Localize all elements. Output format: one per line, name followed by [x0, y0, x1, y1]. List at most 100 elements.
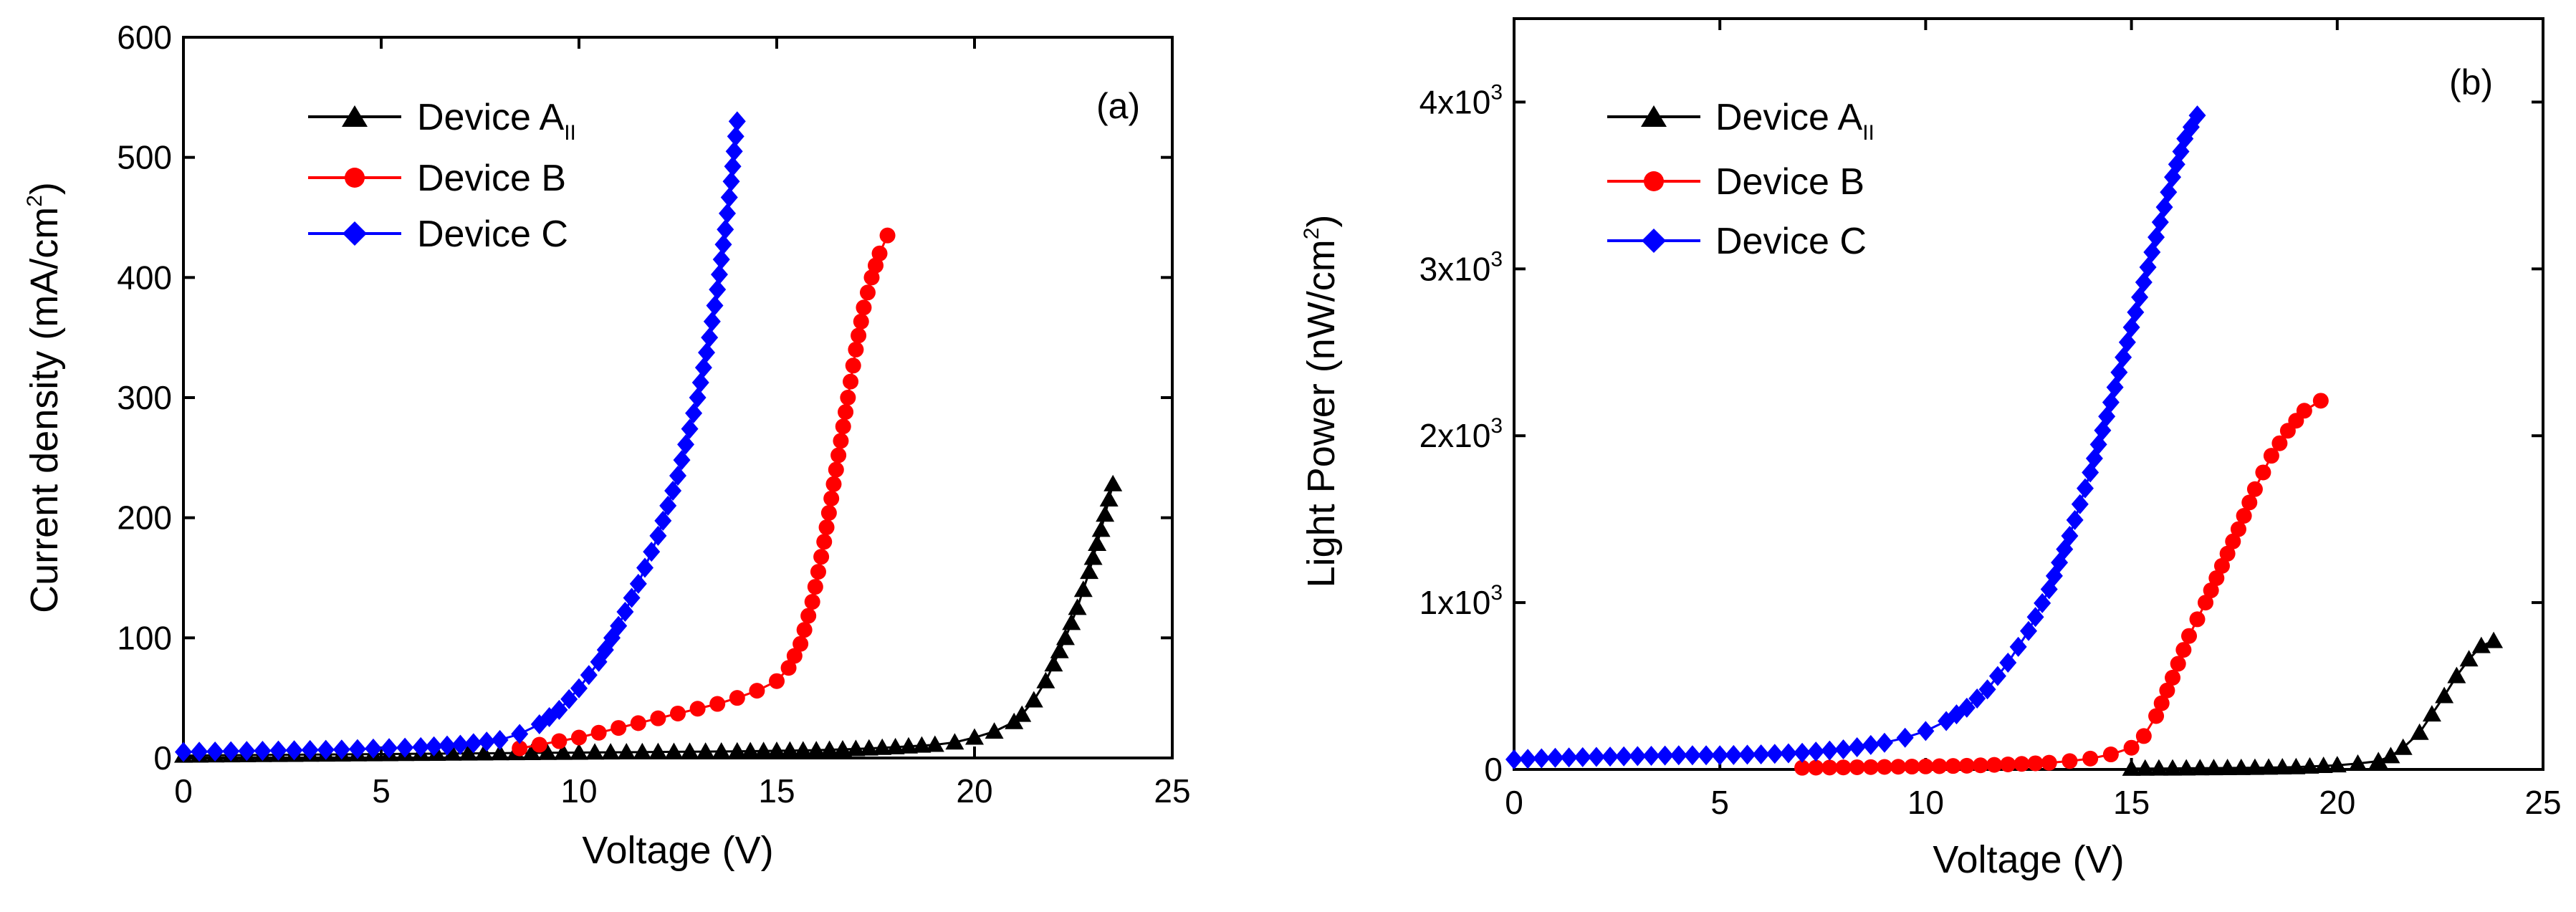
data-point-b-1	[2236, 508, 2252, 524]
data-point-a-0	[1073, 580, 1093, 597]
legend-marker-b-1	[1644, 171, 1664, 191]
data-point-b-2	[1629, 746, 1647, 767]
data-point-a-1	[830, 447, 847, 464]
data-point-b-1	[1808, 759, 1824, 776]
data-point-b-2	[1533, 748, 1551, 769]
x-tick-label-b: 15	[2113, 784, 2150, 821]
data-point-a-1	[709, 696, 726, 712]
data-point-a-0	[925, 735, 944, 752]
series-b-0	[2122, 631, 2504, 776]
data-point-b-2	[1683, 745, 1701, 766]
data-point-b-2	[1615, 746, 1633, 767]
data-point-a-1	[670, 705, 686, 721]
data-point-a-0	[1088, 534, 1107, 551]
data-point-a-2	[725, 141, 743, 162]
legend-entry-a-2: Device C	[308, 213, 568, 255]
y-tick-label-a: 0	[153, 739, 172, 777]
data-point-a-1	[813, 549, 830, 565]
data-point-a-1	[689, 701, 706, 717]
data-point-b-1	[1958, 757, 1975, 774]
data-point-b-1	[2255, 464, 2271, 481]
data-point-b-1	[2241, 494, 2258, 511]
data-point-a-1	[807, 579, 823, 595]
data-point-b-1	[1972, 757, 1988, 774]
data-point-a-2	[616, 602, 634, 623]
panel-label-b: (b)	[2449, 62, 2493, 102]
panel-a: 0 5 10 15 20 25 0 100 200 300 400 500 600 Voltage (…	[23, 19, 1191, 872]
data-point-a-0	[648, 742, 668, 759]
svg-text:Device AII: Device AII	[1715, 97, 1874, 145]
series-b-2	[1505, 105, 2206, 770]
data-point-b-1	[2208, 570, 2225, 586]
data-point-b-1	[1876, 759, 1892, 775]
data-point-a-2	[685, 403, 703, 423]
data-point-a-0	[680, 742, 699, 759]
data-point-b-2	[1656, 745, 1674, 766]
data-point-b-1	[2014, 756, 2030, 772]
data-point-b-2	[1766, 744, 1783, 764]
data-point-a-1	[729, 690, 745, 706]
y-tick-labels-a: 0 100 200 300 400 500 600	[117, 19, 172, 777]
x-tick-label-a: 5	[372, 772, 391, 810]
data-point-b-2	[1794, 742, 1811, 763]
data-point-b-2	[1546, 747, 1564, 768]
data-point-a-0	[1103, 474, 1123, 491]
legend-b: Device AII Device B Device C	[1607, 97, 1874, 262]
data-point-b-1	[2153, 695, 2170, 711]
data-point-a-0	[965, 728, 984, 745]
data-point-a-1	[769, 673, 785, 689]
data-point-a-2	[254, 740, 272, 761]
data-point-b-2	[2143, 242, 2161, 263]
data-point-b-2	[1738, 744, 1756, 765]
data-point-a-2	[364, 738, 382, 759]
data-point-b-2	[1978, 679, 1996, 700]
data-point-a-0	[807, 741, 826, 758]
panel-b: 0 5 10 15 20 25 0 1x103 2x103 3x103 4x103 Voltage…	[1300, 17, 2562, 881]
data-point-b-2	[1875, 732, 1893, 753]
data-point-b-2	[1807, 741, 1825, 762]
data-point-b-0	[2245, 758, 2264, 775]
data-point-b-2	[2160, 182, 2178, 203]
svg-text:Device AII: Device AII	[417, 97, 576, 145]
panel-label-a: (a)	[1096, 86, 1140, 126]
data-point-a-0	[1036, 671, 1055, 688]
data-point-a-2	[175, 741, 192, 762]
legend-label-b-0: Device A	[1715, 97, 1863, 138]
data-point-b-1	[2062, 753, 2078, 769]
data-point-a-2	[712, 249, 730, 270]
data-point-a-2	[636, 557, 653, 578]
data-point-b-2	[1752, 744, 1770, 765]
data-point-b-1	[1917, 758, 1934, 774]
data-point-b-0	[2327, 756, 2347, 773]
data-point-a-2	[425, 736, 443, 757]
data-point-a-0	[1068, 598, 1087, 615]
data-point-b-1	[2041, 754, 2057, 771]
legend-label-a-2: Device C	[417, 213, 568, 255]
data-point-b-2	[2115, 347, 2132, 368]
data-point-a-0	[474, 744, 494, 761]
data-point-a-2	[681, 418, 699, 439]
legend-a: Device AII Device B Device C	[308, 97, 576, 255]
data-point-b-2	[1862, 734, 1880, 755]
data-point-a-2	[727, 126, 744, 147]
data-point-b-2	[2135, 272, 2153, 292]
legend-marker-a-1	[345, 168, 365, 188]
data-point-a-0	[459, 744, 478, 761]
legend-label-a-1: Device B	[417, 158, 566, 199]
data-point-a-2	[511, 724, 529, 744]
x-tick-label-a: 25	[1154, 772, 1190, 810]
legend-entry-b-2: Device C	[1607, 221, 1867, 262]
data-point-b-1	[2312, 393, 2329, 409]
data-point-a-2	[694, 357, 712, 378]
data-point-b-2	[1587, 747, 1605, 767]
data-point-b-2	[2155, 197, 2173, 218]
x-tick-label-b: 0	[1505, 784, 1523, 821]
data-point-a-1	[838, 404, 854, 421]
data-point-a-0	[886, 737, 905, 754]
data-point-a-1	[848, 341, 864, 357]
data-point-a-0	[1012, 705, 1032, 722]
data-point-b-2	[1560, 747, 1578, 768]
data-point-b-1	[2175, 642, 2192, 658]
data-point-a-2	[709, 279, 727, 300]
